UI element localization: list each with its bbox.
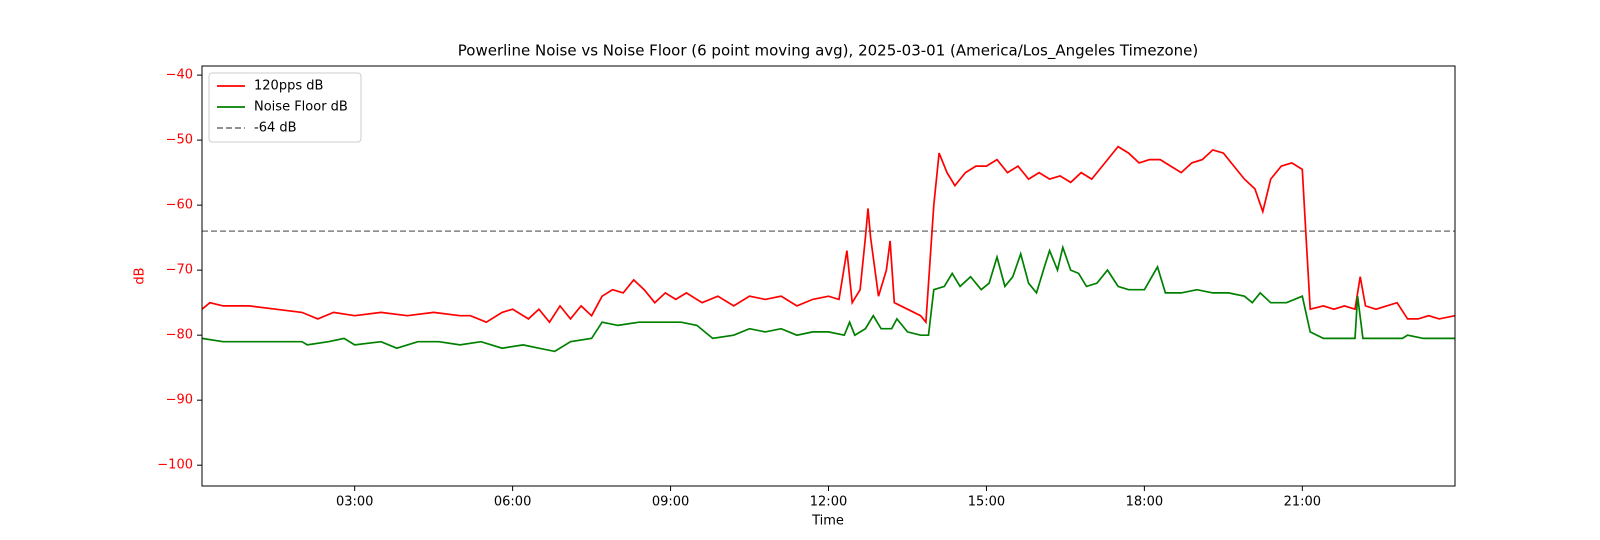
y-tick-label: −60 (166, 198, 193, 213)
y-tick-label: −40 (166, 68, 193, 83)
plot-frame (201, 65, 1456, 487)
x-tick-label: 15:00 (968, 495, 1005, 510)
y-tick-label: −90 (166, 393, 193, 408)
chart-title: Powerline Noise vs Noise Floor (6 point … (458, 42, 1198, 61)
y-axis-label: dB (133, 267, 148, 284)
series-line (201, 145, 1456, 325)
y-tick-label: −100 (157, 458, 193, 473)
y-tick-label: −70 (166, 263, 193, 278)
legend-label: Noise Floor dB (254, 100, 348, 115)
x-axis-label: Time (811, 514, 844, 529)
x-tick-label: 03:00 (336, 495, 373, 510)
series-line (201, 244, 1455, 353)
x-tick-label: 21:00 (1284, 495, 1321, 510)
y-tick-label: −80 (166, 328, 193, 343)
x-tick-label: 06:00 (494, 495, 531, 510)
x-tick-label: 12:00 (810, 495, 847, 510)
legend-label: -64 dB (254, 121, 297, 136)
y-tick-label: −50 (166, 133, 193, 148)
legend-box (208, 72, 362, 143)
x-tick-label: 09:00 (652, 495, 689, 510)
legend-label: 120pps dB (254, 79, 323, 94)
x-tick-label: 18:00 (1126, 495, 1163, 510)
